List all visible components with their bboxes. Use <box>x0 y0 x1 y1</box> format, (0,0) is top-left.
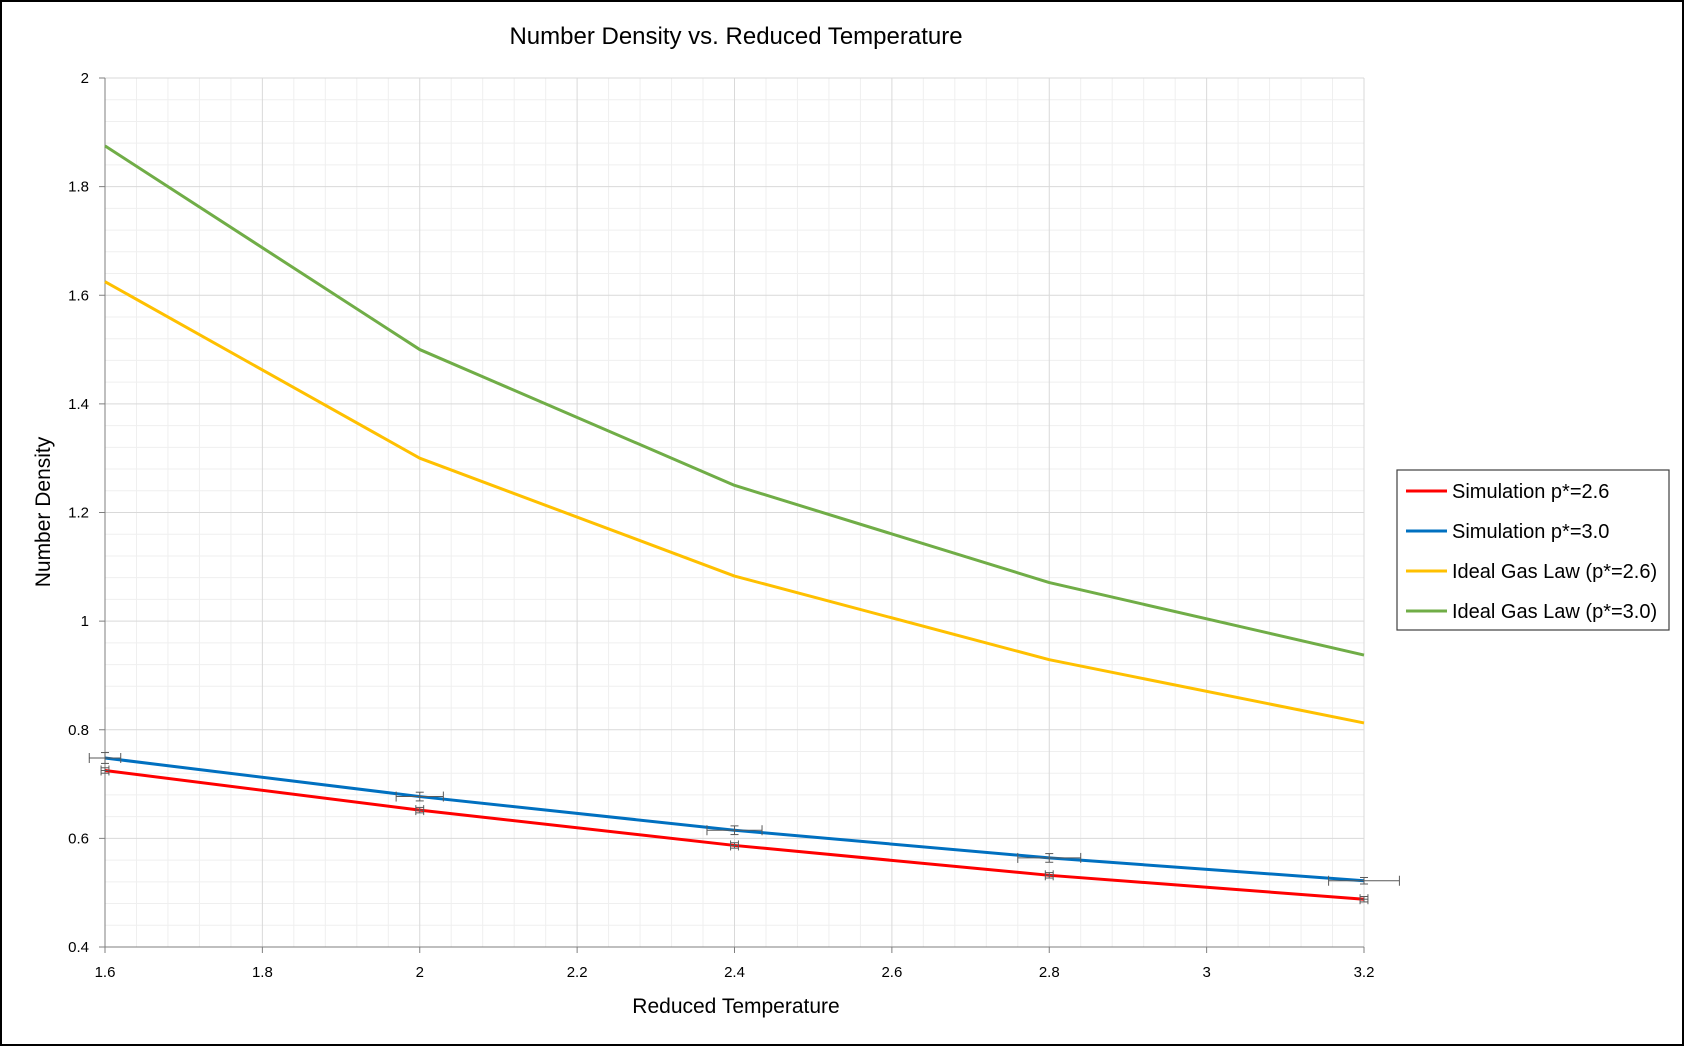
x-tick-label: 2.6 <box>881 964 902 981</box>
y-tick-labels: 0.4 0.6 0.8 1 1.2 1.4 1.6 1.8 2 <box>68 70 89 956</box>
y-tick-label: 1.8 <box>68 179 89 196</box>
major-gridlines <box>104 77 1365 948</box>
axes <box>99 77 1365 953</box>
legend-label-1: Simulation p*=2.6 <box>1452 481 1609 503</box>
legend-label-2: Simulation p*=3.0 <box>1452 521 1609 543</box>
x-tick-label: 2.4 <box>724 964 745 981</box>
series-line-3 <box>104 280 1365 725</box>
x-tick-label: 3.2 <box>1354 964 1375 981</box>
y-tick-label: 1.6 <box>68 287 89 304</box>
y-axis-title: Number Density <box>32 436 55 587</box>
legend-label-3: Ideal Gas Law (p*=2.6) <box>1452 561 1657 583</box>
y-tick-label: 1 <box>81 613 89 630</box>
legend: Simulation p*=2.6 Simulation p*=3.0 Ideal … <box>1396 469 1670 631</box>
y-tick-label: 0.8 <box>68 722 89 739</box>
y-tick-label: 0.4 <box>68 939 89 956</box>
error-bars <box>88 752 1400 905</box>
x-axis-title: Reduced Temperature <box>632 995 839 1018</box>
y-tick-label: 0.6 <box>68 830 89 847</box>
series-line-4 <box>104 144 1365 657</box>
x-tick-label: 2.8 <box>1039 964 1060 981</box>
x-tick-label: 2.2 <box>567 964 588 981</box>
x-tick-label: 1.8 <box>252 964 273 981</box>
y-tick-label: 1.2 <box>68 505 89 522</box>
chart-title: Number Density vs. Reduced Temperature <box>509 23 962 50</box>
x-tick-label: 2 <box>416 964 424 981</box>
x-tick-labels: 1.6 1.8 2 2.2 2.4 2.6 2.8 3 3.2 <box>95 964 1375 981</box>
x-tick-label: 3 <box>1202 964 1210 981</box>
legend-box <box>1396 469 1670 631</box>
y-tick-label: 2 <box>81 70 89 87</box>
x-tick-label: 1.6 <box>95 964 116 981</box>
legend-label-4: Ideal Gas Law (p*=3.0) <box>1452 601 1657 623</box>
y-tick-label: 1.4 <box>68 396 89 413</box>
